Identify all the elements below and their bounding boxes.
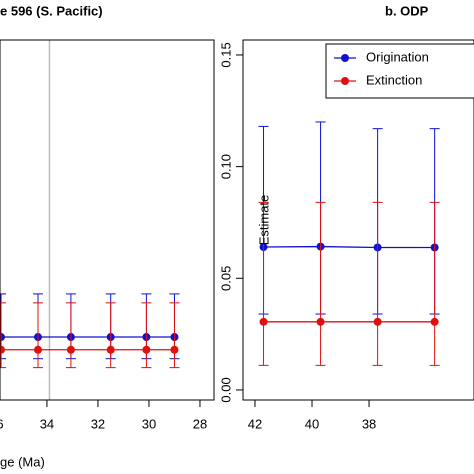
y-tick-label: 0.00 bbox=[218, 377, 233, 402]
point bbox=[106, 345, 115, 354]
point bbox=[373, 317, 382, 326]
legend-box bbox=[325, 43, 474, 99]
legend-marker bbox=[341, 77, 349, 85]
chart-title: e 596 (S. Pacific) bbox=[0, 3, 103, 18]
chart-title: b. ODP bbox=[385, 3, 429, 18]
legend-label: Origination bbox=[366, 49, 429, 64]
point bbox=[66, 345, 75, 354]
point bbox=[34, 345, 43, 354]
x-tick-label: 40 bbox=[305, 416, 319, 431]
plot-frame bbox=[242, 39, 474, 401]
point bbox=[259, 317, 268, 326]
x-tick-label: 6 bbox=[0, 416, 4, 431]
x-axis-label: ge (Ma) bbox=[0, 454, 45, 469]
x-tick-label: 32 bbox=[91, 416, 105, 431]
y-axis-label: Estimate bbox=[256, 195, 271, 246]
y-tick-label: 0.05 bbox=[218, 266, 233, 291]
x-tick-label: 38 bbox=[362, 416, 376, 431]
y-tick-label: 0.10 bbox=[218, 154, 233, 179]
y-tick-label: 0.15 bbox=[218, 42, 233, 67]
x-tick-label: 34 bbox=[40, 416, 54, 431]
plot-area bbox=[0, 40, 180, 400]
point bbox=[430, 317, 439, 326]
legend-marker bbox=[341, 54, 349, 62]
point bbox=[170, 345, 179, 354]
x-tick-label: 28 bbox=[193, 416, 207, 431]
point bbox=[0, 345, 6, 354]
series-line bbox=[263, 245, 435, 249]
plot-area bbox=[258, 121, 440, 366]
point bbox=[316, 317, 325, 326]
x-tick-label: 30 bbox=[142, 416, 156, 431]
legend-label: Extinction bbox=[366, 72, 422, 87]
x-tick-label: 42 bbox=[248, 416, 262, 431]
point bbox=[142, 345, 151, 354]
plot-frame bbox=[0, 39, 215, 401]
